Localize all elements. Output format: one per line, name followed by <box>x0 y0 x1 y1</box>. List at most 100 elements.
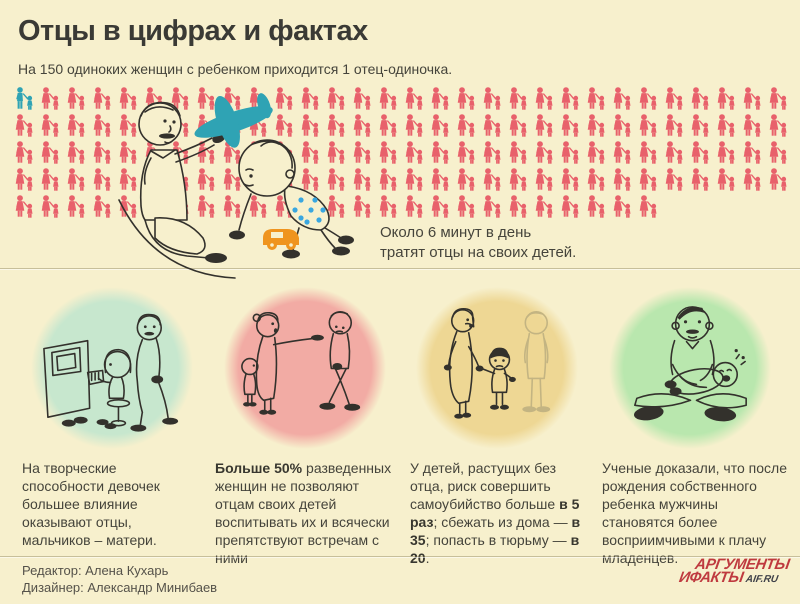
mother-child-pictogram <box>535 87 553 110</box>
minutes-note-line2: тратят отцы на своих детей. <box>380 244 577 261</box>
fact-circle-fatherless <box>416 287 578 449</box>
mother-child-pictogram <box>509 114 527 137</box>
mother-child-pictogram <box>457 141 475 164</box>
mother-child-pictogram <box>509 141 527 164</box>
mother-child-pictogram <box>41 87 59 110</box>
fact-circle-piano <box>31 287 193 449</box>
aif-logo-line2: ИФАКТЫAIF.RU <box>677 569 789 587</box>
mother-child-pictogram <box>67 195 85 218</box>
mother-child-pictogram <box>535 195 553 218</box>
fact-text-baby-cry: Ученые доказали, что после рождения собс… <box>602 460 787 566</box>
mother-child-pictogram <box>743 141 761 164</box>
mother-child-pictogram <box>41 168 59 191</box>
mother-child-pictogram <box>483 168 501 191</box>
single-father-pictogram <box>16 87 33 110</box>
mother-child-pictogram <box>613 114 631 137</box>
mother-child-pictogram <box>743 87 761 110</box>
fact-circle-divorce <box>224 287 386 449</box>
mother-child-pictogram <box>15 114 33 137</box>
aif-logo[interactable]: АРГУМЕНТЫ ИФАКТЫAIF.RU <box>677 556 791 587</box>
mother-child-pictogram <box>457 195 475 218</box>
mother-child-pictogram <box>483 87 501 110</box>
fact-text-divorced-women: Больше 50% разведенных женщин не позволя… <box>215 460 392 566</box>
fact-circle-father-baby <box>609 287 771 449</box>
mother-child-pictogram <box>509 87 527 110</box>
mother-child-pictogram <box>587 87 605 110</box>
subtitle-ratio-fact: На 150 одиноких женщин с ребенком приход… <box>18 61 453 77</box>
mother-child-pictogram <box>15 195 33 218</box>
minutes-note: Около 6 минут в день тратят отцы на свои… <box>380 223 576 263</box>
mother-child-pictogram <box>67 141 85 164</box>
mother-child-pictogram <box>67 87 85 110</box>
editor-credit: Редактор: Алена Кухарь <box>22 563 169 578</box>
mother-child-pictogram <box>691 168 709 191</box>
mother-child-pictogram <box>431 87 449 110</box>
mother-child-pictogram <box>431 195 449 218</box>
mother-child-pictogram <box>41 114 59 137</box>
mother-child-pictogram <box>743 168 761 191</box>
credits: Редактор: Алена Кухарь Дизайнер: Алексан… <box>22 562 217 596</box>
mother-child-pictogram <box>405 87 423 110</box>
mother-child-pictogram <box>67 168 85 191</box>
mother-child-pictogram <box>431 141 449 164</box>
mother-child-pictogram <box>535 114 553 137</box>
mother-child-pictogram <box>717 114 735 137</box>
mother-child-pictogram <box>665 168 683 191</box>
mother-child-pictogram <box>717 168 735 191</box>
mother-child-pictogram <box>457 114 475 137</box>
mother-child-pictogram <box>41 141 59 164</box>
divorce-illustration <box>241 311 361 415</box>
mother-child-pictogram <box>15 168 33 191</box>
fatherless-illustration <box>443 307 551 419</box>
mother-child-pictogram <box>769 87 787 110</box>
mother-child-pictogram <box>509 168 527 191</box>
mother-child-pictogram <box>405 195 423 218</box>
mother-child-pictogram <box>483 114 501 137</box>
mother-child-pictogram <box>405 114 423 137</box>
mother-child-pictogram <box>457 168 475 191</box>
ghost-father-figure <box>522 311 551 413</box>
toy-airplane <box>194 93 273 148</box>
mother-child-pictogram <box>587 195 605 218</box>
mother-child-pictogram <box>457 87 475 110</box>
toy-car <box>263 229 299 250</box>
mother-child-pictogram <box>639 141 657 164</box>
divider-top <box>0 268 800 269</box>
mother-child-pictogram <box>509 195 527 218</box>
mother-child-pictogram <box>405 168 423 191</box>
mother-child-pictogram <box>587 141 605 164</box>
mother-child-pictogram <box>691 114 709 137</box>
mother-child-pictogram <box>665 114 683 137</box>
mother-child-pictogram <box>691 141 709 164</box>
mother-child-pictogram <box>483 141 501 164</box>
mother-child-pictogram <box>717 141 735 164</box>
mother-child-pictogram <box>483 195 501 218</box>
mother-child-pictogram <box>431 168 449 191</box>
mother-child-pictogram <box>691 87 709 110</box>
polka-dots <box>292 197 326 225</box>
aif-logo-ifakty: ИФАКТЫ <box>677 569 745 586</box>
page-title: Отцы в цифрах и фактах <box>18 15 368 47</box>
mother-child-pictogram <box>41 195 59 218</box>
mother-child-pictogram <box>717 87 735 110</box>
mother-child-pictogram <box>535 141 553 164</box>
mother-child-pictogram <box>587 168 605 191</box>
ground-line <box>118 199 236 279</box>
mother-child-pictogram <box>639 114 657 137</box>
piano-illustration <box>43 313 179 432</box>
mother-child-pictogram <box>93 87 111 110</box>
fact-text-creativity: На творческие способности девочек больше… <box>22 460 160 548</box>
mother-child-pictogram <box>639 87 657 110</box>
minutes-note-line1: Около 6 минут в день <box>380 224 532 241</box>
mother-child-pictogram <box>561 87 579 110</box>
mother-child-pictogram <box>613 195 631 218</box>
mother-child-pictogram <box>561 195 579 218</box>
mother-child-pictogram <box>613 87 631 110</box>
mother-child-pictogram <box>769 141 787 164</box>
mother-child-pictogram <box>561 168 579 191</box>
mother-child-pictogram <box>431 114 449 137</box>
divider-bottom <box>0 556 800 557</box>
mother-child-pictogram <box>587 114 605 137</box>
mother-child-pictogram <box>665 87 683 110</box>
